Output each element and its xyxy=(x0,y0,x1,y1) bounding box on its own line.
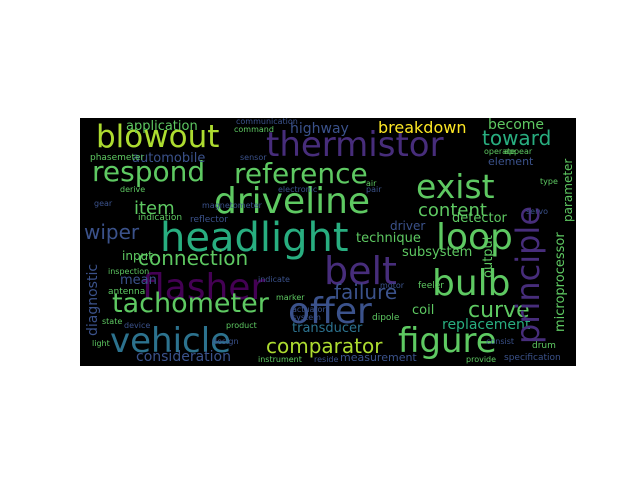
word-derive: derive xyxy=(120,185,146,194)
word-operate: operate xyxy=(484,147,516,156)
word-feeler: feeler xyxy=(418,281,444,291)
word-content: content xyxy=(418,200,487,221)
word-dipole: dipole xyxy=(372,313,400,323)
word-item: item xyxy=(134,198,175,219)
word-reside: reside xyxy=(314,355,339,364)
word-mean: mean xyxy=(120,273,157,288)
word-product: product xyxy=(226,321,257,330)
word-parameter: parameter xyxy=(561,158,575,222)
word-consist: consist xyxy=(486,337,515,346)
word-drum: drum xyxy=(532,341,556,351)
word-exist: exist xyxy=(416,167,495,206)
word-measurement: measurement xyxy=(340,351,417,364)
word-driver: driver xyxy=(390,219,426,233)
word-consideration: consideration xyxy=(136,349,231,365)
word-reflector: reflector xyxy=(190,215,228,225)
word-replacement: replacement xyxy=(442,317,531,333)
word-marker: marker xyxy=(276,293,305,302)
word-light: light xyxy=(92,339,110,348)
word-belt: belt xyxy=(324,249,397,293)
word-indication: indication xyxy=(138,213,183,223)
word-gear: gear xyxy=(94,199,113,208)
word-connection: connection xyxy=(138,246,249,270)
word-toward: toward xyxy=(482,126,552,150)
word-breakdown: breakdown xyxy=(378,118,467,137)
word-input: input xyxy=(122,249,153,263)
word-specification: specification xyxy=(504,353,561,363)
word-provide: provide xyxy=(466,355,497,364)
word-cloud: blowout thermistor respond reference exi… xyxy=(80,118,576,366)
word-system: system xyxy=(292,313,321,322)
word-headlight: headlight xyxy=(160,215,349,261)
word-offer: offer xyxy=(288,291,372,332)
word-type: type xyxy=(540,177,558,186)
word-comparator: comparator xyxy=(266,334,383,358)
word-become: become xyxy=(488,118,545,133)
word-blowout: blowout xyxy=(96,119,220,155)
word-state: state xyxy=(102,317,123,326)
word-subsystem: subsystem xyxy=(402,245,473,260)
word-design: design xyxy=(212,337,239,346)
word-motor: motor xyxy=(380,281,405,290)
word-air: air xyxy=(366,179,377,188)
word-inspection: inspection xyxy=(108,267,150,276)
word-element: element xyxy=(488,155,534,168)
word-magnetometer: magnetometer xyxy=(202,201,262,210)
word-tachometer: tachometer xyxy=(112,288,269,319)
word-thermistor: thermistor xyxy=(266,125,444,165)
word-vehicle: vehicle xyxy=(110,321,232,361)
word-command: command xyxy=(234,125,274,134)
word-microprocessor: microprocessor xyxy=(553,232,568,332)
word-failure: failure xyxy=(334,280,398,304)
word-coil: coil xyxy=(412,303,435,318)
word-respond: respond xyxy=(92,155,206,188)
word-principle: principle xyxy=(509,205,547,344)
word-sensor: sensor xyxy=(240,153,267,162)
word-servo: servo xyxy=(526,207,549,216)
word-communication: communication xyxy=(236,118,298,126)
word-output: output xyxy=(481,235,496,278)
word-appear: appear xyxy=(504,147,533,156)
word-technique: technique xyxy=(356,231,421,246)
word-wiper: wiper xyxy=(84,220,140,244)
word-indicate: indicate xyxy=(258,275,290,284)
word-automobile: automobile xyxy=(132,151,206,166)
word-instrument: instrument xyxy=(258,355,302,364)
word-electronic: electronic xyxy=(278,185,318,194)
word-actuator: actuator xyxy=(292,305,326,314)
word-loop: loop xyxy=(436,217,513,258)
word-curve: curve xyxy=(468,298,530,323)
word-driveline: driveline xyxy=(214,181,371,222)
word-highway: highway xyxy=(290,121,349,137)
word-figure: figure xyxy=(398,321,497,361)
word-transducer: transducer xyxy=(292,321,363,336)
word-diagnostic: diagnostic xyxy=(85,263,101,336)
word-flasher: flasher xyxy=(142,267,266,308)
word-antenna: antenna xyxy=(108,287,146,297)
word-device: device xyxy=(124,321,151,330)
word-reference: reference xyxy=(234,157,368,190)
word-application: application xyxy=(126,119,198,134)
word-detector: detector xyxy=(452,211,507,226)
word-phasemeter: phasemeter xyxy=(90,153,145,163)
word-bulb: bulb xyxy=(432,263,511,304)
word-pair: pair xyxy=(366,185,382,194)
